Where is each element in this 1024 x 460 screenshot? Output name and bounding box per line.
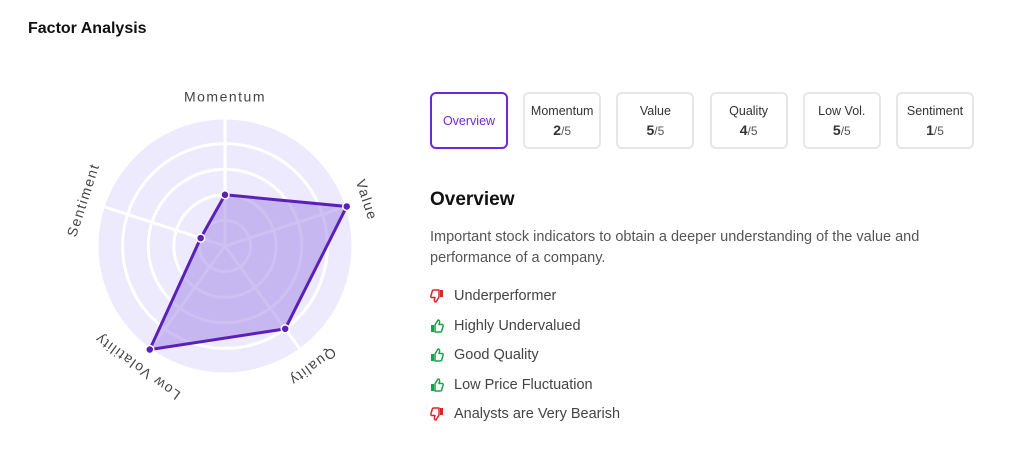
thumb-icon [430,407,443,421]
score-value: 2 [553,121,562,138]
thumb-icon [431,377,444,392]
overview-description: Important stock indicators to obtain a d… [430,229,920,266]
tab-score: 4/5 [740,122,758,138]
item-text: Analysts are Very Bearish [454,406,621,422]
score-suffix: /5 [561,123,572,138]
overview-item: Analysts are Very Bearish [430,404,620,424]
score-suffix: /5 [654,123,665,138]
tab[interactable]: Quality 4/5 [709,92,788,149]
tab-label: Quality [729,103,769,118]
item-text: Good Quality [454,347,539,363]
overview-heading: Overview [430,189,515,210]
radar-point [145,344,155,355]
thumb-shape [430,289,443,303]
overview-item: Underperformer [430,286,556,306]
thumb-cuff [431,324,434,332]
radar-point [195,233,206,243]
thumb-hand [430,289,440,303]
item-text: Highly Undervalued [454,317,581,334]
tab-label: Low Vol. [818,103,866,118]
tab[interactable]: Momentum 2/5 [523,92,602,149]
score-value: 5 [646,121,655,138]
radar-point [341,201,352,212]
score-value: 1 [926,121,934,138]
thumb-cuff [440,290,443,297]
axis-label: Sentiment [64,161,103,239]
radar-area [147,193,350,352]
thumb-icon [431,318,444,333]
item-text: Underperformer [454,288,557,304]
score-value: 5 [832,121,841,138]
tab-label: Momentum [530,103,594,118]
radar-point [220,190,230,200]
thumb-icon [430,289,443,303]
overview-item: Good Quality [430,345,539,365]
tab-label: Overview [442,113,496,128]
thumb-shape [430,407,443,421]
tab-label: Value [639,103,671,118]
overview-item: Low Price Fluctuation [430,375,593,395]
thumb-hand [434,377,444,392]
score-suffix: /5 [747,123,758,138]
thumb-shape [431,377,444,392]
tab-score: 1/5 [926,122,944,138]
thumb-cuff [431,354,434,361]
tab-score: 5/5 [833,122,851,138]
thumb-icon [431,348,444,362]
score-value: 4 [739,121,748,138]
tab[interactable]: Value 5/5 [616,92,695,149]
section-title: Factor Analysis [28,20,147,37]
thumb-cuff [431,383,434,391]
tab[interactable]: Overview [430,92,508,149]
overview-item: Highly Undervalued [430,316,581,336]
thumb-hand [434,318,444,333]
tab[interactable]: Sentiment 1/5 [896,92,974,149]
thumb-hand [430,407,440,421]
thumb-cuff [440,408,443,415]
tab-score: 2/5 [553,122,571,138]
radar-point [280,324,290,334]
tab[interactable]: Low Vol. 5/5 [802,92,881,149]
score-suffix: /5 [840,123,851,138]
axis-label: Momentum [184,89,266,105]
tab-label: Sentiment [906,103,964,118]
axis-label: Value [353,177,381,222]
tab-score: 5/5 [646,122,664,138]
thumb-shape [431,318,444,333]
thumb-shape [431,348,444,362]
score-suffix: /5 [933,123,944,138]
item-text: Low Price Fluctuation [454,376,593,393]
thumb-hand [434,348,444,362]
